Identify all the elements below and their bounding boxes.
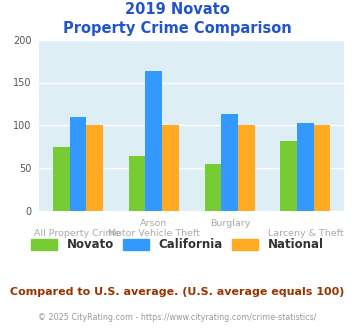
Text: Arson: Arson	[140, 219, 167, 228]
Bar	[70, 117, 86, 211]
Text: Compared to U.S. average. (U.S. average equals 100): Compared to U.S. average. (U.S. average …	[10, 287, 345, 297]
Bar	[280, 141, 297, 211]
Bar	[162, 125, 179, 211]
Bar	[238, 125, 255, 211]
Bar	[146, 71, 162, 211]
Bar	[86, 125, 103, 211]
Text: All Property Crime: All Property Crime	[34, 229, 120, 238]
Text: Burglary: Burglary	[210, 219, 250, 228]
Legend: Novato, California, National: Novato, California, National	[28, 235, 327, 255]
Text: 2019 Novato: 2019 Novato	[125, 2, 230, 16]
Bar	[297, 123, 314, 211]
Bar	[314, 125, 331, 211]
Bar	[204, 164, 221, 211]
Text: Larceny & Theft: Larceny & Theft	[268, 229, 344, 238]
Text: Property Crime Comparison: Property Crime Comparison	[63, 21, 292, 36]
Text: © 2025 CityRating.com - https://www.cityrating.com/crime-statistics/: © 2025 CityRating.com - https://www.city…	[38, 313, 317, 322]
Bar	[221, 114, 238, 211]
Bar	[53, 147, 70, 211]
Text: Motor Vehicle Theft: Motor Vehicle Theft	[108, 229, 200, 238]
Bar	[129, 156, 146, 211]
